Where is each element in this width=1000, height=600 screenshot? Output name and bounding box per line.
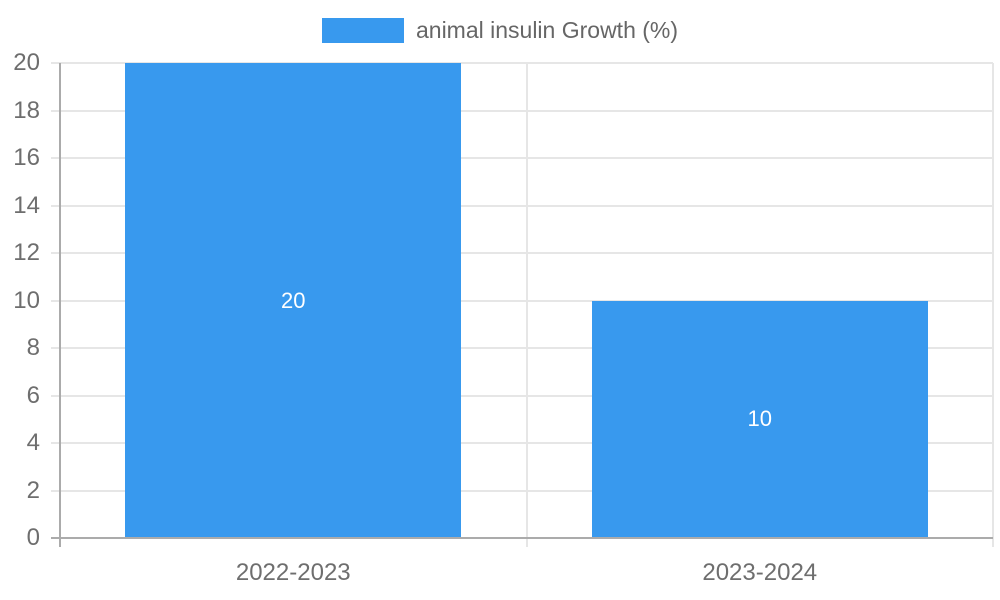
y-axis-tick xyxy=(51,157,60,159)
y-axis-tick xyxy=(51,442,60,444)
y-axis-tick xyxy=(51,489,60,492)
y-tick-label: 20 xyxy=(13,49,40,76)
y-tick-label: 10 xyxy=(13,286,40,314)
y-axis-tick xyxy=(51,347,60,349)
y-tick-label: 18 xyxy=(13,96,40,124)
x-category-label-2022-2023: 2022-2023 xyxy=(235,559,351,586)
x-category-label-2023-2024: 2023-2024 xyxy=(702,559,818,586)
y-tick-label: 16 xyxy=(13,144,40,171)
legend-swatch xyxy=(321,18,404,43)
y-tick-label: 6 xyxy=(26,381,40,409)
y-tick-label: 2 xyxy=(26,476,40,504)
y-tick-label: 14 xyxy=(13,191,40,219)
y-axis-tick xyxy=(51,109,60,112)
legend[interactable]: animal insulin Growth (%) xyxy=(0,17,1000,44)
x-axis-line xyxy=(51,537,993,539)
y-tick-label: 4 xyxy=(26,429,40,456)
bar-2022-2023[interactable] xyxy=(125,63,462,538)
y-axis-tick xyxy=(51,62,60,64)
y-axis-tick xyxy=(51,299,60,302)
y-axis-tick xyxy=(51,204,60,207)
bar-value-label: 20 xyxy=(281,287,306,313)
gridline-vertical xyxy=(992,63,994,547)
y-tick-label: 8 xyxy=(26,334,40,361)
bar-value-label: 10 xyxy=(747,406,772,432)
y-axis-tick xyxy=(51,394,60,397)
y-axis-tick xyxy=(51,252,60,254)
gridline-vertical xyxy=(525,63,528,547)
y-tick-label: 0 xyxy=(26,524,40,551)
legend-label: animal insulin Growth (%) xyxy=(415,17,679,43)
y-tick-label: 12 xyxy=(13,239,40,266)
y-axis-line xyxy=(59,63,61,547)
bar-2023-2024[interactable] xyxy=(591,300,928,538)
